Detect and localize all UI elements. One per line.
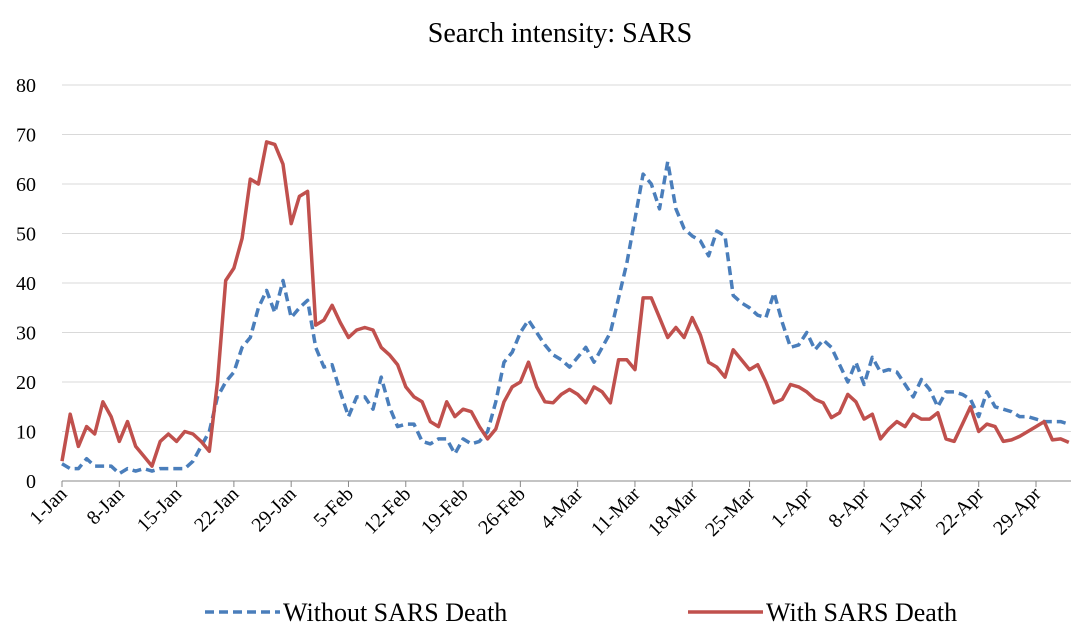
x-tick-label: 15-Apr — [875, 483, 932, 540]
x-tick-label: 5-Feb — [309, 483, 358, 532]
series-line — [60, 140, 1070, 468]
x-tick-label: 26-Feb — [474, 483, 530, 539]
y-tick-label: 50 — [16, 224, 36, 246]
y-tick-label: 0 — [26, 471, 36, 493]
x-tick-label: 19-Feb — [417, 483, 473, 539]
y-tick-label: 40 — [16, 273, 36, 295]
x-tick-label: 22-Jan — [190, 483, 243, 536]
y-tick-label: 60 — [16, 174, 36, 196]
y-tick-label: 70 — [16, 125, 36, 147]
y-tick-label: 30 — [16, 323, 36, 345]
x-tick-label: 8-Apr — [824, 483, 874, 533]
y-tick-label: 10 — [16, 422, 36, 444]
y-tick-label: 80 — [16, 75, 36, 97]
x-tick-label: 18-Mar — [644, 483, 702, 541]
legend-label: With SARS Death — [766, 598, 957, 627]
x-tick-label: 4-Mar — [536, 483, 587, 534]
x-tick-label: 11-Mar — [587, 483, 645, 541]
x-tick-label: 8-Jan — [83, 483, 129, 529]
y-tick-label: 20 — [16, 372, 36, 394]
series-line — [61, 159, 1070, 476]
x-tick-label: 29-Jan — [247, 483, 300, 536]
legend-label: Without SARS Death — [283, 598, 507, 627]
x-tick-label: 29-Apr — [989, 483, 1046, 540]
x-tick-label: 15-Jan — [133, 483, 186, 536]
chart-title: Search intensity: SARS — [428, 18, 692, 49]
x-tick-label: 12-Feb — [360, 483, 416, 539]
x-tick-label: 25-Mar — [701, 483, 759, 541]
x-tick-label: 22-Apr — [932, 483, 989, 540]
x-tick-label: 1-Apr — [767, 483, 817, 533]
